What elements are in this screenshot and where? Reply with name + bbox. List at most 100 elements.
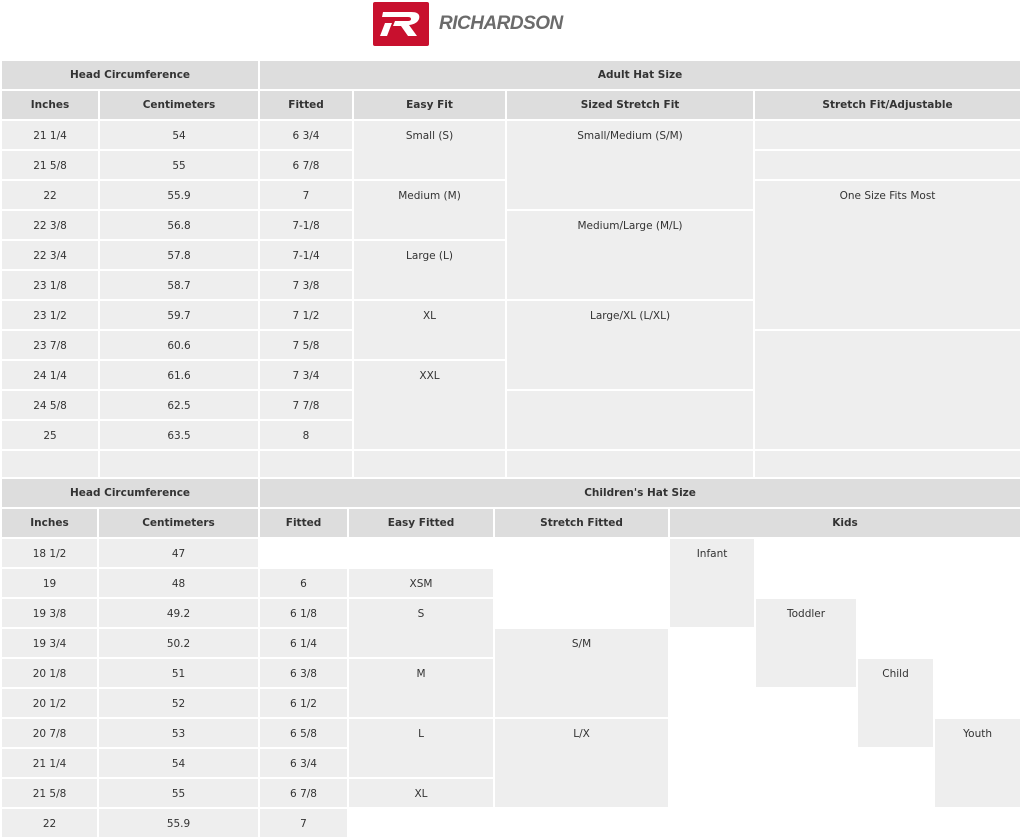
fitted-cell: 7 xyxy=(258,179,355,211)
empty-cell xyxy=(347,807,496,839)
empty-cell xyxy=(754,687,859,839)
fitted-cell: 6 1/2 xyxy=(258,687,350,719)
cm-cell: 63.5 xyxy=(97,419,261,451)
stretch-fitted-header: Stretch Fitted xyxy=(493,507,671,539)
fitted-cell: 6 3/8 xyxy=(258,657,350,689)
table-row: 21 5/8 55 6 7/8 XL xyxy=(0,777,1020,809)
inches-cell: 23 1/2 xyxy=(0,299,100,331)
r-logo-icon xyxy=(373,2,429,46)
table-row: 19 3/8 49.2 6 1/8 S Toddler xyxy=(0,597,1020,689)
cm-cell: 49.2 xyxy=(96,597,261,629)
children-hat-size-table: Head Circumference Children's Hat Size I… xyxy=(0,477,1020,839)
cm-cell: 55 xyxy=(96,777,261,809)
easy-fit-cell: Medium (M) xyxy=(352,179,508,241)
empty-cell xyxy=(753,149,1020,181)
cm-cell: 50.2 xyxy=(96,627,261,659)
cm-cell: 58.7 xyxy=(97,269,261,301)
kids-header: Kids xyxy=(668,507,1020,539)
inches-cell: 22 3/4 xyxy=(0,239,100,271)
empty-cell xyxy=(347,537,496,569)
table-row: 22 3/4 57.8 7-1/4 Large (L) xyxy=(0,239,1020,301)
table-row: 20 7/8 53 6 5/8 L L/X Youth xyxy=(0,717,1020,809)
fitted-header: Fitted xyxy=(258,89,355,121)
fitted-cell: 7 7/8 xyxy=(258,389,355,421)
youth-cell: Youth xyxy=(933,717,1020,809)
inches-cell: 25 xyxy=(0,419,100,451)
easy-fitted-cell: M xyxy=(347,657,496,719)
cm-cell: 47 xyxy=(96,537,261,569)
inches-cell: 22 xyxy=(0,179,100,211)
stretch-fitted-cell: L/X xyxy=(493,717,671,809)
table-row: 24 5/8 62.5 7 7/8 xyxy=(0,389,1020,451)
empty-cell xyxy=(753,449,1020,481)
easy-fitted-header: Easy Fitted xyxy=(347,507,496,539)
empty-cell xyxy=(754,537,859,599)
inches-cell: 20 7/8 xyxy=(0,717,99,749)
sized-stretch-fit-header: Sized Stretch Fit xyxy=(505,89,756,121)
inches-cell: 21 1/4 xyxy=(0,747,99,779)
empty-cell xyxy=(753,329,1020,451)
fitted-cell: 7 1/2 xyxy=(258,299,355,331)
inches-cell: 22 xyxy=(0,807,99,839)
childrens-hat-size-header: Children's Hat Size xyxy=(258,477,1020,509)
table-row: 20 1/2 52 6 1/2 xyxy=(0,687,1020,839)
inches-cell: 24 1/4 xyxy=(0,359,100,391)
empty-cell xyxy=(856,537,936,659)
sized-stretch-cell: Medium/Large (M/L) xyxy=(505,209,756,301)
richardson-logo: RICHARDSON xyxy=(373,2,563,46)
table-row: 24 1/4 61.6 7 3/4 XXL xyxy=(0,359,1020,451)
inches-cell: 20 1/8 xyxy=(0,657,99,689)
table-row: 21 1/4 54 6 3/4 Small (S) Small/Medium (S/M) xyxy=(0,119,1020,211)
inches-cell: 23 1/8 xyxy=(0,269,100,301)
empty-cell xyxy=(0,449,100,481)
easy-fit-cell: Small (S) xyxy=(352,119,508,181)
infant-cell: Infant xyxy=(668,537,757,629)
fitted-cell: 6 7/8 xyxy=(258,777,350,809)
centimeters-header: Centimeters xyxy=(96,507,261,539)
easy-fit-header: Easy Fit xyxy=(352,89,508,121)
fitted-cell: 6 5/8 xyxy=(258,717,350,749)
empty-cell xyxy=(97,449,261,481)
table-row: 21 5/8 55 6 7/8 xyxy=(0,149,1020,181)
head-circumference-header: Head Circumference xyxy=(0,59,261,91)
fitted-cell: 7 xyxy=(258,807,350,839)
fitted-cell: 7-1/4 xyxy=(258,239,355,271)
cm-cell: 53 xyxy=(96,717,261,749)
stretch-adjustable-cell: One Size Fits Most xyxy=(753,179,1020,331)
easy-fitted-cell: XL xyxy=(347,777,496,809)
cm-cell: 54 xyxy=(96,747,261,779)
easy-fitted-cell: S xyxy=(347,597,496,659)
empty-cell xyxy=(933,537,1020,719)
cm-cell: 51 xyxy=(96,657,261,689)
table-row: 19 48 6 XSM xyxy=(0,567,1020,599)
empty-cell xyxy=(668,627,757,839)
centimeters-header: Centimeters xyxy=(97,89,261,121)
inches-cell: 21 5/8 xyxy=(0,777,99,809)
cm-cell: 60.6 xyxy=(97,329,261,361)
empty-cell xyxy=(505,449,756,481)
inches-cell: 21 1/4 xyxy=(0,119,100,151)
table-row: 22 3/8 56.8 7-1/8 Medium/Large (M/L) xyxy=(0,209,1020,301)
table-row: 18 1/2 47 Infant xyxy=(0,537,1020,719)
adult-hat-size-table: Head Circumference Adult Hat Size Inches… xyxy=(0,59,1020,481)
fitted-cell: 6 xyxy=(258,567,350,599)
head-circumference-header: Head Circumference xyxy=(0,477,261,509)
empty-cell xyxy=(258,537,350,569)
table-row: 20 1/8 51 6 3/8 M Child xyxy=(0,657,1020,749)
inches-header: Inches xyxy=(0,507,99,539)
cm-cell: 48 xyxy=(96,567,261,599)
table-row: 22 55.9 7 Medium (M) One Size Fits Most xyxy=(0,179,1020,331)
inches-cell: 21 5/8 xyxy=(0,149,100,181)
fitted-header: Fitted xyxy=(258,507,350,539)
inches-cell: 20 1/2 xyxy=(0,687,99,719)
table-row: 23 7/8 60.6 7 5/8 xyxy=(0,329,1020,451)
logo-text: RICHARDSON xyxy=(439,13,563,34)
empty-cell xyxy=(493,807,671,839)
empty-cell xyxy=(352,449,508,481)
fitted-cell: 7 3/8 xyxy=(258,269,355,301)
cm-cell: 62.5 xyxy=(97,389,261,421)
table-row: 22 55.9 7 xyxy=(0,807,1020,839)
empty-cell xyxy=(493,537,671,629)
fitted-cell: 8 xyxy=(258,419,355,451)
easy-fit-cell: XXL xyxy=(352,359,508,451)
